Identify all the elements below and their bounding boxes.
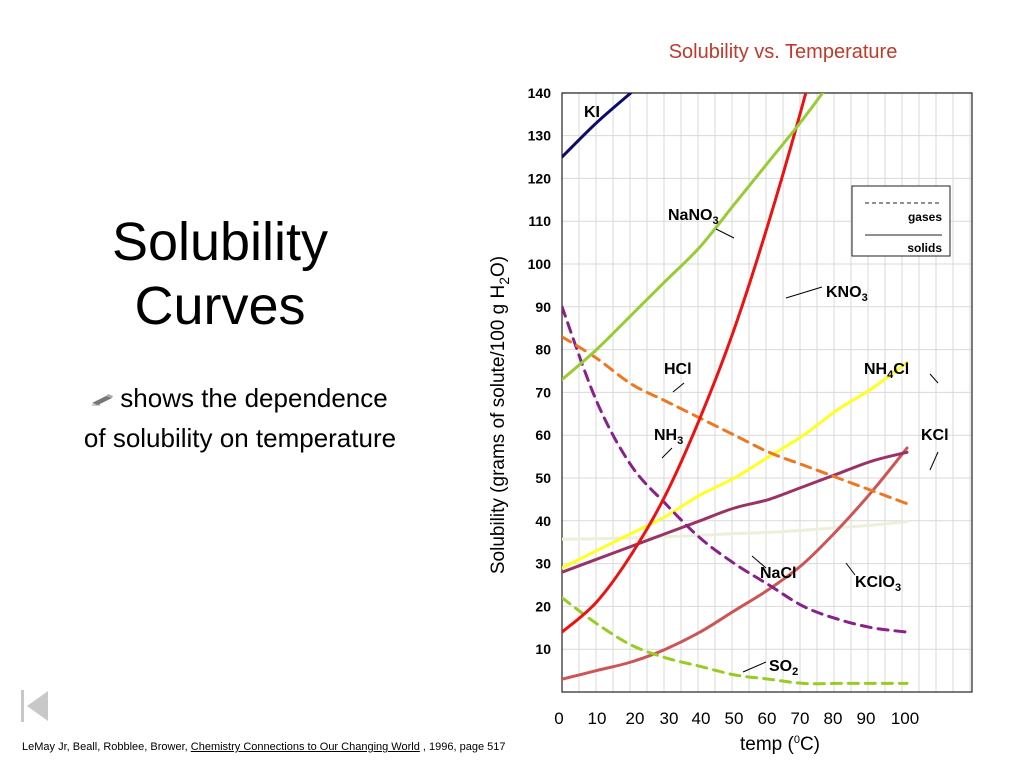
x-tick-label: 70 bbox=[791, 709, 810, 728]
leader-line-kclo3 bbox=[845, 562, 856, 576]
y-tick-label: 40 bbox=[535, 513, 551, 529]
series-label-hcl: HCl bbox=[664, 361, 692, 378]
x-tick-label: 90 bbox=[857, 709, 876, 728]
x-axis-label: temp (0C) bbox=[740, 734, 820, 755]
x-tick-label: 0 bbox=[554, 709, 563, 728]
series-line-kclo3 bbox=[562, 446, 909, 681]
legend: gases solids bbox=[851, 185, 951, 257]
citation-suffix: , 1996, page 517 bbox=[419, 741, 506, 753]
series-label-kcl: KCl bbox=[921, 427, 949, 444]
x-tick-label: 80 bbox=[824, 709, 843, 728]
series-label-nano3: NaNO3 bbox=[668, 207, 719, 227]
plot-frame bbox=[561, 92, 973, 693]
x-tick-label: 10 bbox=[588, 709, 607, 728]
series-lines bbox=[562, 93, 909, 686]
bullet-text-line1: shows the dependence bbox=[60, 378, 420, 418]
series-line-kcl bbox=[562, 450, 909, 574]
legend-gases-label: gases bbox=[908, 210, 942, 224]
series-line-nano3 bbox=[562, 93, 825, 382]
x-tick-label: 50 bbox=[725, 709, 744, 728]
citation-book-link[interactable]: Chemistry Connections to Our Changing Wo… bbox=[190, 741, 420, 753]
series-line-so2 bbox=[562, 596, 909, 686]
leader-line-hcl bbox=[672, 382, 685, 393]
leader-line-nacl bbox=[751, 555, 767, 569]
y-tick-label: 10 bbox=[535, 641, 551, 657]
pen-icon bbox=[92, 394, 114, 406]
y-tick-label: 60 bbox=[535, 427, 551, 443]
x-tick-label: 100 bbox=[891, 709, 919, 728]
series-label-nh4cl: NH4Cl bbox=[864, 361, 909, 381]
leader-line-kno3 bbox=[785, 286, 823, 299]
x-tick-label: 60 bbox=[758, 709, 777, 728]
y-tick-label: 80 bbox=[535, 342, 551, 358]
series-line-kno3 bbox=[562, 93, 808, 634]
y-axis-label: Solubility (grams of solute/100 g H2O) bbox=[488, 256, 512, 574]
citation-authors: LeMay Jr, Beall, Robblee, Brower, bbox=[22, 741, 188, 753]
y-tick-labels: 10 20 30 40 50 60 70 80 90 100 110 120 130 140 bbox=[528, 85, 552, 657]
legend-box bbox=[851, 185, 951, 257]
series-labels: KI NaNO3 KNO3 NH4Cl KCl NaCl KClO3 HCl NH3 SO2 bbox=[584, 104, 949, 678]
y-tick-label: 70 bbox=[535, 384, 551, 400]
slide-title-line2: Curves bbox=[134, 276, 306, 336]
leader-line-so2 bbox=[742, 661, 767, 673]
y-tick-label: 50 bbox=[535, 470, 551, 486]
x-tick-label: 30 bbox=[660, 709, 679, 728]
series-label-kclo3: KClO3 bbox=[855, 574, 901, 594]
series-line-nh3 bbox=[562, 305, 909, 634]
y-tick-label: 140 bbox=[528, 85, 552, 101]
first-slide-icon[interactable] bbox=[18, 688, 54, 724]
y-tick-label: 100 bbox=[528, 256, 552, 272]
series-label-nacl: NaCl bbox=[760, 565, 796, 582]
series-line-ki bbox=[562, 93, 633, 159]
series-label-nh3: NH3 bbox=[654, 427, 683, 447]
x-tick-label: 20 bbox=[626, 709, 645, 728]
series-line-nh4cl bbox=[562, 360, 909, 570]
x-tick-label: 40 bbox=[692, 709, 711, 728]
bullet-text: shows the dependence bbox=[120, 383, 388, 413]
citation: LeMay Jr, Beall, Robblee, Brower, Chemis… bbox=[22, 741, 505, 753]
y-tick-label: 20 bbox=[535, 598, 551, 614]
leader-line-nh4cl bbox=[929, 373, 939, 384]
bullet-text-line2: of solubility on temperature bbox=[83, 423, 397, 453]
series-label-ki: KI bbox=[584, 104, 600, 121]
leader-line-nh3 bbox=[661, 447, 673, 459]
y-tick-label: 90 bbox=[535, 299, 551, 315]
leader-line-nano3 bbox=[715, 228, 735, 239]
chart-title: Solubility vs. Temperature bbox=[669, 41, 898, 63]
series-line-hcl bbox=[562, 335, 909, 506]
leader-line-kcl bbox=[929, 451, 939, 471]
slide-title: Solubility Curves bbox=[60, 210, 380, 338]
y-tick-label: 30 bbox=[535, 556, 551, 572]
x-tick-labels: 0 10 20 30 40 50 60 70 80 90 100 bbox=[554, 709, 919, 728]
series-label-kno3: KNO3 bbox=[826, 284, 868, 304]
y-tick-label: 120 bbox=[528, 170, 552, 186]
slide-title-line1: Solubility bbox=[111, 212, 329, 272]
chart-title-text: Solubility vs. Temperature bbox=[669, 41, 898, 63]
series-label-so2: SO2 bbox=[769, 658, 798, 678]
y-tick-label: 110 bbox=[528, 213, 551, 229]
legend-solids-label: solids bbox=[907, 241, 942, 255]
y-tick-label: 130 bbox=[528, 128, 552, 144]
